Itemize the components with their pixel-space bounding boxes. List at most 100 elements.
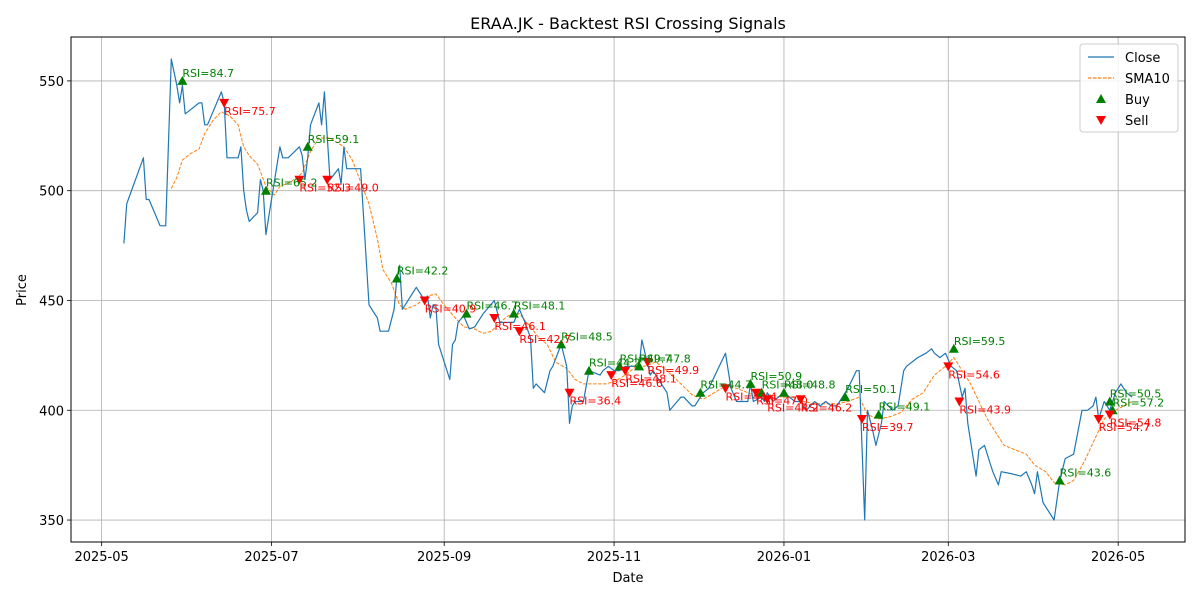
buy-label: RSI=48.5 xyxy=(561,330,613,343)
buy-label: RSI=46.7 xyxy=(466,300,518,313)
x-tick-label: 2025-05 xyxy=(74,550,128,565)
sell-marker xyxy=(606,371,617,381)
sell-marker xyxy=(564,388,575,398)
sell-marker xyxy=(294,175,305,185)
sell-label: RSI=46.2 xyxy=(801,401,853,414)
sell-marker xyxy=(795,395,806,405)
y-axis: 350 400 450 500 550 xyxy=(39,75,71,529)
buy-marker xyxy=(508,308,519,318)
buy-label: RSI=65.2 xyxy=(266,177,318,190)
buy-marker xyxy=(260,185,271,195)
close-line xyxy=(123,58,1133,521)
buy-label: RSI=49.1 xyxy=(879,401,931,414)
y-tick-label: 500 xyxy=(39,185,64,200)
sma-layer xyxy=(170,111,1133,486)
sell-label: RSI=47.0 xyxy=(756,395,808,408)
sell-marker xyxy=(1093,415,1104,425)
legend-swatch-sell xyxy=(1096,116,1106,125)
sell-label: RSI=39.7 xyxy=(862,421,914,434)
buy-label: RSI=43.6 xyxy=(1060,467,1112,480)
x-tick-label: 2025-07 xyxy=(244,550,298,565)
buy-marker xyxy=(1054,475,1065,485)
sell-marker xyxy=(322,175,333,185)
sell-marker xyxy=(762,395,773,405)
sma10-line xyxy=(170,111,1133,486)
sell-label: RSI=75.7 xyxy=(224,105,276,118)
legend-swatch-buy xyxy=(1096,94,1106,103)
sell-marker xyxy=(219,98,230,108)
x-axis-title: Date xyxy=(612,571,643,586)
close-layer xyxy=(123,58,1133,521)
buy-label: RSI=49.7 xyxy=(620,352,672,365)
sell-marker xyxy=(943,362,954,372)
x-tick-label: 2026-03 xyxy=(921,550,975,565)
sell-label: RSI=44.4 xyxy=(725,390,777,403)
x-tick-label: 2026-05 xyxy=(1091,550,1145,565)
sell-label: RSI=54.8 xyxy=(1110,417,1162,430)
buy-marker xyxy=(948,343,959,353)
sell-marker xyxy=(620,366,631,376)
sell-label: RSI=46.6 xyxy=(611,377,663,390)
buy-label: RSI=48.8 xyxy=(784,379,836,392)
sell-marker xyxy=(642,357,653,367)
buy-marker xyxy=(695,387,706,397)
x-tick-label: 2025-09 xyxy=(417,550,471,565)
buy-marker xyxy=(556,339,567,349)
x-tick-label: 2025-11 xyxy=(587,550,641,565)
buy-label: RSI=59.5 xyxy=(954,335,1006,348)
buy-marker xyxy=(840,392,851,402)
plot-frame xyxy=(70,36,1186,543)
sell-label: RSI=49.0 xyxy=(327,182,379,195)
buy-label: RSI=42.2 xyxy=(397,265,449,278)
buy-label: RSI=50.5 xyxy=(1110,387,1162,400)
buy-marker xyxy=(461,308,472,318)
sell-label: RSI=44.2 xyxy=(767,401,819,414)
buy-label: RSI=84.7 xyxy=(182,67,234,80)
buy-label: RSI=59.1 xyxy=(308,133,360,146)
chart-title: ERAA.JK - Backtest RSI Crossing Signals xyxy=(470,14,786,33)
sell-label: RSI=49.9 xyxy=(647,364,699,377)
buy-label: RSI=48.0 xyxy=(762,379,814,392)
legend-label-close: Close xyxy=(1125,51,1160,66)
legend-label-sma10: SMA10 xyxy=(1125,72,1170,87)
plot-area xyxy=(71,37,1185,542)
y-tick-label: 550 xyxy=(39,75,64,90)
sell-label: RSI=46.1 xyxy=(494,320,546,333)
sell-label: RSI=40.9 xyxy=(425,302,477,315)
sell-marker xyxy=(514,327,525,337)
buy-marker xyxy=(584,365,595,375)
x-axis: 2025-05 2025-07 2025-09 2025-11 2026-01 2026-… xyxy=(74,542,1145,565)
buy-marker xyxy=(391,273,402,283)
sell-label: RSI=54.6 xyxy=(948,368,1000,381)
buy-marker xyxy=(1104,396,1115,406)
grid xyxy=(71,37,1185,542)
buy-marker xyxy=(756,387,767,397)
sell-label: RSI=54.7 xyxy=(1099,421,1151,434)
buy-label: RSI=50.1 xyxy=(845,383,897,396)
legend-label-buy: Buy xyxy=(1125,93,1150,108)
buy-label: RSI=48.1 xyxy=(514,300,566,313)
buy-marker xyxy=(177,75,188,85)
buy-label: RSI=44.7 xyxy=(700,379,752,392)
sell-label: RSI=52.3 xyxy=(299,182,351,195)
sell-label: RSI=42.7 xyxy=(519,333,571,346)
y-axis-title: Price xyxy=(15,274,30,306)
buy-label: RSI=47.8 xyxy=(639,352,691,365)
sell-marker xyxy=(489,314,500,324)
legend-label-sell: Sell xyxy=(1125,114,1148,129)
buy-marker xyxy=(745,378,756,388)
signals-layer xyxy=(177,75,1118,485)
x-tick-label: 2026-01 xyxy=(757,550,811,565)
sell-marker xyxy=(751,388,762,398)
sell-marker xyxy=(1104,410,1115,420)
sell-label: RSI=43.9 xyxy=(959,403,1011,416)
y-tick-label: 350 xyxy=(39,514,64,529)
legend: Close SMA10 Buy Sell xyxy=(1079,43,1179,133)
sell-marker xyxy=(720,384,731,394)
buy-marker xyxy=(634,361,645,371)
sell-label: RSI=48.1 xyxy=(625,373,677,386)
buy-marker xyxy=(302,141,313,151)
signal-labels-layer: RSI=84.7 RSI=65.2 RSI=59.1 RSI=42.2 RSI=46.7… xyxy=(182,67,1164,480)
buy-label: RSI=57.2 xyxy=(1113,396,1165,409)
